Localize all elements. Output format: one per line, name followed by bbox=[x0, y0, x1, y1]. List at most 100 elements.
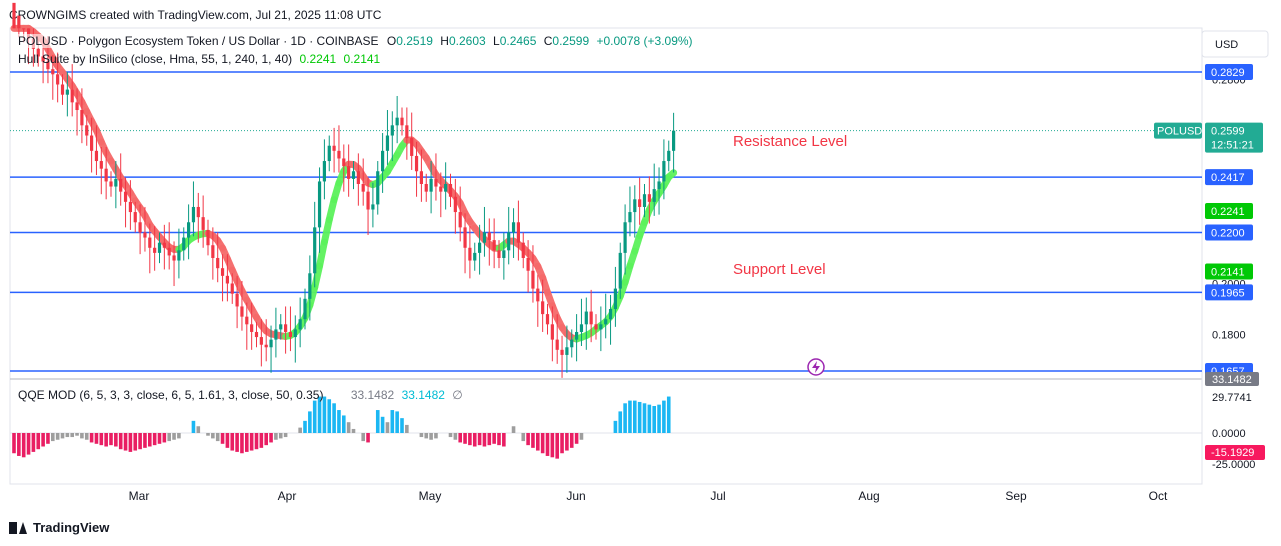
price-tick: 0.1800 bbox=[1212, 330, 1246, 342]
horizontal-levels bbox=[10, 71, 1202, 372]
qqe-bar bbox=[361, 433, 365, 442]
candle-body bbox=[599, 324, 603, 330]
qqe-bar bbox=[429, 433, 433, 440]
candle-body bbox=[536, 288, 540, 302]
candle-body bbox=[153, 247, 157, 253]
qqe-bar bbox=[264, 433, 268, 446]
qqe-bar bbox=[157, 433, 162, 444]
tradingview-footer[interactable]: TradingView bbox=[9, 520, 109, 535]
candle-body bbox=[356, 171, 360, 184]
qqe-bar bbox=[482, 433, 487, 447]
hull-value-1: 0.2241 bbox=[299, 52, 337, 66]
qqe-bar bbox=[104, 433, 108, 447]
candle-body bbox=[109, 181, 113, 187]
qqe-bar bbox=[346, 422, 351, 433]
candle-body bbox=[337, 150, 341, 159]
candle-body bbox=[555, 339, 559, 350]
candle-body bbox=[361, 183, 365, 192]
candle-body bbox=[638, 199, 642, 207]
qqe-bar bbox=[579, 433, 584, 440]
time-label: Sep bbox=[1005, 489, 1027, 503]
symbol-legend[interactable]: POLUSD · Polygon Ecosystem Token / US Do… bbox=[18, 34, 693, 48]
candle-body bbox=[279, 324, 283, 330]
qqe-bar bbox=[463, 433, 467, 444]
level-price-tag: 0.2200 bbox=[1211, 227, 1245, 239]
qqe-bar bbox=[385, 422, 390, 433]
qqe-bar bbox=[351, 428, 356, 433]
qqe-bar bbox=[448, 433, 453, 438]
qqe-legend[interactable]: QQE MOD (6, 5, 3, 3, close, 6, 5, 1.61, … bbox=[18, 388, 463, 402]
candle-body bbox=[56, 74, 60, 85]
candle-body bbox=[652, 189, 656, 202]
qqe-bar bbox=[283, 433, 288, 438]
price-axis[interactable]: USD0.28000.20000.18000.28290.24170.22000… bbox=[1154, 30, 1269, 471]
hull-price-tag-bg bbox=[1205, 263, 1253, 280]
qqe-bar bbox=[152, 433, 157, 446]
symbol-tag-bg bbox=[1154, 122, 1202, 139]
qqe-bar bbox=[196, 426, 201, 433]
time-label: Jul bbox=[710, 489, 725, 503]
qqe-bar bbox=[652, 406, 656, 433]
qqe-bar bbox=[99, 433, 104, 446]
candle-body bbox=[468, 247, 472, 261]
candle-body bbox=[235, 293, 239, 307]
qqe-bar bbox=[317, 396, 322, 433]
ohlc-close: 0.2599 bbox=[552, 34, 590, 48]
candle-body bbox=[191, 206, 196, 223]
qqe-bar bbox=[380, 416, 385, 433]
time-axis[interactable]: Mar Apr May Jun Jul Aug Sep Oct bbox=[129, 489, 1168, 503]
ohlc-low-label: L bbox=[493, 34, 500, 48]
qqe-bar bbox=[303, 420, 307, 433]
qqe-bar bbox=[497, 433, 501, 446]
qqe-bar bbox=[80, 433, 84, 439]
qqe-bar bbox=[395, 411, 399, 433]
candle-body bbox=[206, 229, 210, 246]
candle-body bbox=[575, 331, 579, 340]
qqe-neg-tag: -15.1929 bbox=[1211, 447, 1254, 459]
qqe-bar bbox=[637, 401, 642, 433]
qqe-bar bbox=[278, 433, 283, 439]
qqe-bar bbox=[332, 403, 336, 433]
hull-legend[interactable]: Hull Suite by InSilico (close, Hma, 55, … bbox=[18, 52, 380, 66]
candle-body bbox=[429, 178, 433, 192]
candle-body bbox=[332, 145, 336, 151]
candle-body bbox=[60, 84, 65, 95]
qqe-bar bbox=[419, 433, 424, 438]
candle-body bbox=[51, 69, 55, 75]
qqe-bar bbox=[89, 433, 94, 443]
candle-body bbox=[507, 232, 511, 251]
qqe-bar bbox=[17, 433, 21, 456]
candle-body bbox=[647, 194, 651, 202]
hull-name: Hull Suite by InSilico (close, Hma, 55, … bbox=[18, 52, 293, 66]
ohlc-high: 0.2603 bbox=[448, 34, 486, 48]
time-label: May bbox=[419, 489, 442, 503]
candle-body bbox=[269, 339, 273, 348]
qqe-bar bbox=[41, 433, 45, 447]
qqe-bar bbox=[555, 433, 559, 459]
candle-body bbox=[80, 110, 84, 126]
qqe-bar bbox=[167, 433, 171, 442]
candle-body bbox=[545, 314, 550, 325]
currency-box[interactable] bbox=[1201, 30, 1269, 58]
candle-body bbox=[167, 247, 171, 256]
qqe-bar bbox=[337, 410, 341, 433]
candle-body bbox=[317, 181, 322, 228]
candle-body bbox=[177, 250, 181, 261]
qqe-bar bbox=[642, 403, 647, 433]
candle-body bbox=[550, 324, 554, 340]
candlesticks bbox=[12, 2, 676, 378]
alert-icon[interactable] bbox=[807, 358, 825, 376]
time-label: Mar bbox=[129, 489, 150, 503]
qqe-bar bbox=[618, 411, 623, 433]
hull-price-tag-bg bbox=[1205, 203, 1253, 220]
candle-body bbox=[65, 89, 69, 95]
qqe-bar bbox=[133, 433, 138, 451]
qqe-bar bbox=[21, 433, 26, 458]
candle-body bbox=[439, 186, 443, 192]
symbol-tag: POLUSD bbox=[1157, 126, 1202, 138]
candle-body bbox=[347, 166, 351, 179]
candle-body bbox=[570, 339, 574, 348]
candle-body bbox=[594, 324, 598, 330]
candle-body bbox=[516, 222, 520, 243]
